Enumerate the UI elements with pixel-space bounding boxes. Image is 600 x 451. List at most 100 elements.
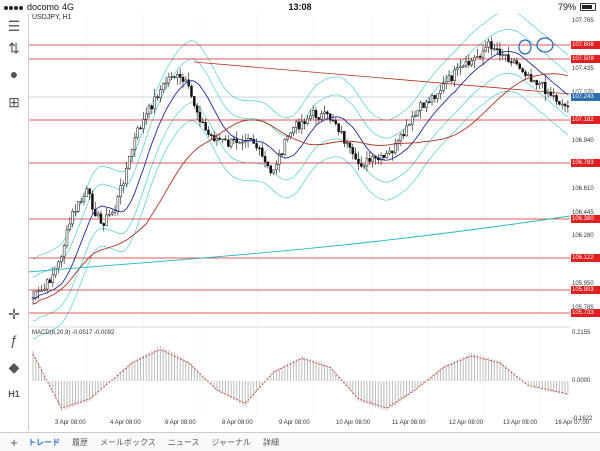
macd-tick: 0.2155 [572, 330, 591, 336]
candle-body [453, 69, 456, 82]
price-tick: 107.765 [572, 18, 594, 24]
shapes-icon[interactable]: ◆ [8, 359, 20, 375]
thumbs-icon[interactable]: ⇅ [8, 40, 20, 56]
timeframe-button[interactable]: H1 [8, 389, 20, 399]
candle-body [408, 124, 411, 127]
tab-journal[interactable]: ジャーナル [211, 437, 251, 447]
candle-body [181, 76, 185, 82]
date-label: 3 Apr 08:00 [55, 420, 86, 426]
candle-body [456, 67, 459, 71]
crosshair-icon[interactable]: ✛ [8, 306, 20, 322]
add-icon[interactable]: + [10, 434, 18, 450]
candle-body [560, 103, 564, 106]
candle-body [173, 76, 176, 78]
candle-body [198, 111, 202, 123]
date-label: 4 Apr 08:00 [110, 420, 141, 426]
candle-body [51, 274, 55, 284]
carrier: docomo [27, 2, 60, 12]
candle-body [326, 111, 329, 115]
candle-body [470, 60, 473, 66]
tab-news[interactable]: ニュース [167, 437, 200, 447]
price-label: 106.380 [571, 215, 600, 223]
price-tick: 105.950 [572, 281, 594, 287]
function-icon[interactable]: ƒ [10, 332, 18, 348]
candle-body [543, 82, 547, 94]
tab-mailbox[interactable]: メールボックス [100, 437, 156, 447]
candle-body [139, 127, 142, 130]
candle-body [405, 125, 408, 137]
candle-body [328, 113, 332, 121]
candle-body [252, 138, 255, 144]
band-line [32, 72, 569, 322]
candle-body [507, 54, 510, 62]
candle-body [538, 83, 541, 86]
candle-body [170, 76, 173, 78]
candle-body [88, 188, 91, 195]
candle-body [144, 113, 148, 120]
candle-body [416, 110, 420, 117]
price-label: 106.122 [571, 254, 600, 262]
candle-body [410, 116, 414, 125]
macd-signal-line [32, 349, 568, 409]
price-label: 106.783 [571, 159, 600, 167]
candle-body [413, 115, 417, 118]
candle-body [201, 121, 205, 124]
candle-body [303, 121, 306, 124]
add-chart-icon[interactable]: ⊞ [8, 94, 20, 110]
candle-body [142, 118, 145, 129]
candle-body [552, 95, 555, 97]
candle-body [159, 89, 162, 99]
candle-body [566, 105, 570, 108]
annotation-circle-2 [536, 37, 554, 53]
candle-body [546, 91, 550, 94]
candle-body [527, 74, 530, 76]
candle-body [450, 75, 454, 82]
ma-long-line [29, 215, 570, 273]
date-label: 16 Apr 07:00 [555, 420, 590, 426]
candle-body [461, 65, 465, 68]
candle-body [187, 79, 190, 87]
date-label: 13 Apr 08:00 [503, 420, 538, 426]
candle-body [280, 153, 284, 155]
candle-body [348, 142, 352, 148]
candle-body [85, 188, 89, 197]
candle-body [269, 165, 272, 174]
candle-body [241, 141, 244, 144]
candle-body [133, 137, 137, 150]
candle-body [190, 85, 193, 97]
macd-tick: -0.1622 [572, 416, 593, 422]
candle-body [309, 115, 312, 120]
candle-body [323, 111, 326, 114]
candle-body [427, 101, 431, 104]
candle-body [45, 279, 49, 290]
tab-trade[interactable]: トレード [28, 437, 60, 447]
candle-body [354, 153, 357, 160]
candle-body [60, 256, 63, 263]
price-tick: 106.940 [572, 138, 594, 144]
candle-body [127, 156, 131, 169]
date-label: 9 Apr 08:00 [279, 420, 310, 426]
candle-body [510, 61, 513, 64]
chat-icon[interactable]: ● [9, 66, 19, 82]
candle-body [238, 142, 241, 144]
candle-body [493, 48, 496, 50]
left-toolbar: ☰ ⇅ ● ⊞ ✛ ƒ ◆ H1 [0, 14, 29, 430]
candle-body [96, 213, 100, 217]
price-chart[interactable] [29, 14, 570, 430]
network: 4G [62, 2, 75, 12]
candle-body [147, 105, 151, 115]
tab-history[interactable]: 履歴 [72, 437, 88, 447]
candlesticks [31, 37, 570, 305]
price-tick: 106.445 [572, 210, 594, 216]
candle-body [108, 213, 111, 216]
candle-body [541, 82, 544, 84]
candle-body [563, 103, 567, 107]
candle-body [447, 75, 451, 82]
tab-details[interactable]: 詳細 [262, 437, 279, 447]
candle-body [65, 229, 69, 246]
candle-body [91, 193, 94, 210]
candle-body [425, 101, 428, 108]
hamburger-icon[interactable]: ☰ [7, 18, 21, 34]
current-price-label: 107.243 [571, 93, 600, 101]
candle-body [218, 137, 222, 140]
